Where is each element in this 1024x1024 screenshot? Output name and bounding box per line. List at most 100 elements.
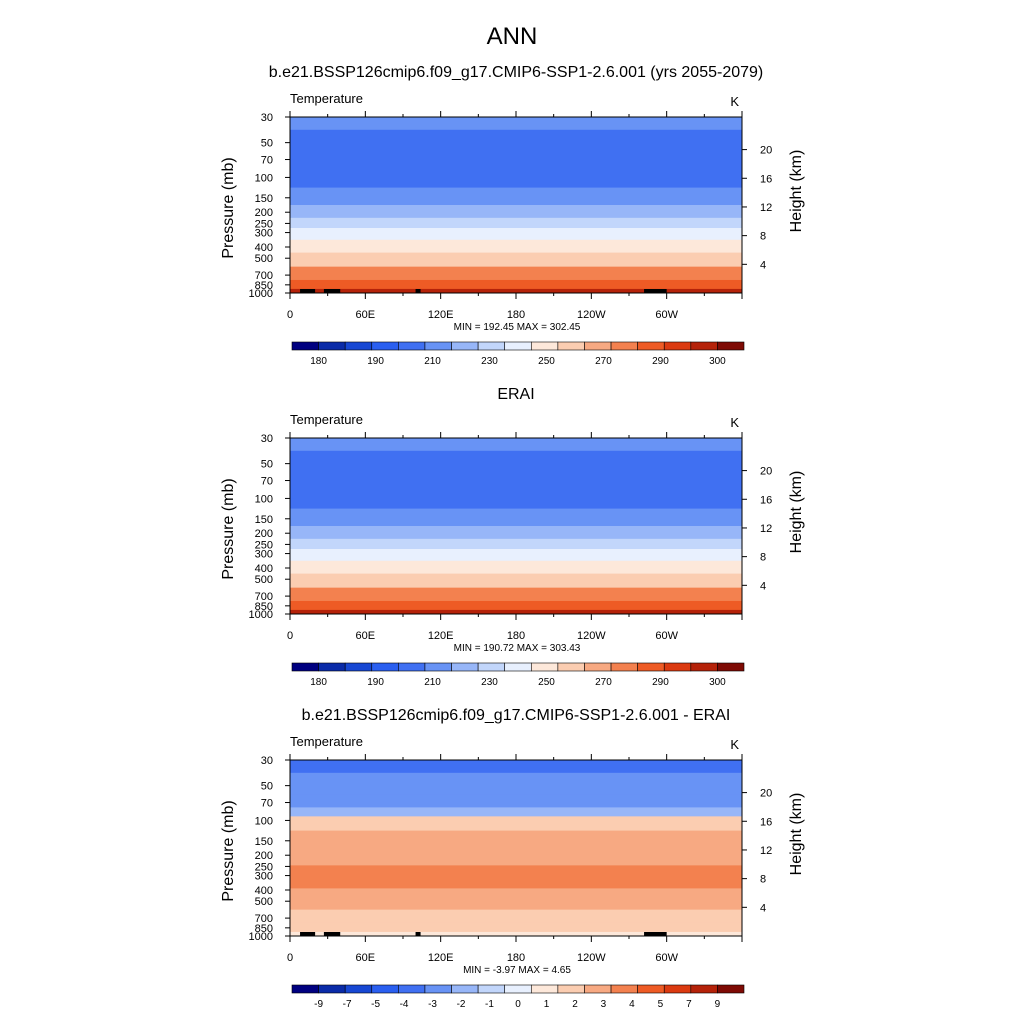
colorbar-label: -2 [457, 999, 466, 1010]
contour-band [290, 288, 742, 294]
colorbar-swatch [477, 984, 506, 994]
y-tick-label: 300 [255, 228, 273, 240]
x-tick-label: 60W [655, 630, 678, 642]
colorbar-swatch [344, 341, 373, 351]
colorbar-label: 3 [601, 999, 607, 1010]
y-tick-label: 1000 [249, 931, 273, 943]
colorbar-swatch [318, 984, 346, 994]
contour-band [290, 117, 742, 131]
colorbar-swatch [637, 984, 665, 994]
y-tick-label: 700 [255, 591, 273, 603]
colorbar-swatch [398, 341, 426, 351]
y-tick-right-label: 12 [760, 523, 772, 535]
colorbar-swatch [717, 984, 745, 994]
colorbar-label: 300 [709, 677, 726, 688]
y-tick-label: 50 [261, 459, 273, 471]
colorbar-swatch [637, 341, 665, 351]
contour-band [290, 600, 742, 611]
x-tick-label: 60E [356, 309, 376, 321]
colorbar-swatch [584, 341, 612, 351]
y-tick-label: 700 [255, 270, 273, 282]
contour-band [290, 489, 742, 510]
colorbar-swatch [424, 341, 452, 351]
contour-band [290, 909, 742, 924]
colorbar-swatch [610, 341, 638, 351]
variable-label: Temperature [290, 734, 363, 749]
y-tick-label: 1000 [249, 288, 273, 300]
x-tick-label: 0 [287, 309, 293, 321]
y-tick-label: 200 [255, 850, 273, 862]
units-label: K [730, 415, 739, 430]
colorbar-swatch [398, 984, 426, 994]
y-tick-label: 70 [261, 476, 273, 488]
contour-band [290, 830, 742, 849]
y-tick-label: 850 [255, 923, 273, 935]
colorbar-swatch [504, 984, 532, 994]
y-tick-label: 100 [255, 815, 273, 827]
contour-band [290, 526, 742, 540]
contour-band [290, 587, 742, 602]
colorbar-label: -4 [400, 999, 409, 1010]
colorbar-swatch [610, 984, 638, 994]
x-tick-label: 180 [507, 952, 525, 964]
colorbar-swatch [610, 662, 638, 672]
colorbar-swatch [344, 984, 373, 994]
chart-title: ERAI [497, 386, 534, 403]
y-tick-label: 500 [255, 574, 273, 586]
topography-mask [415, 289, 421, 293]
stats-label: MIN = 190.72 MAX = 303.43 [454, 643, 581, 654]
x-tick-label: 0 [287, 630, 293, 642]
colorbar-label: 180 [310, 356, 327, 367]
y-tick-right-label: 4 [760, 902, 766, 914]
y-tick-label: 300 [255, 871, 273, 883]
x-tick-label: 120W [577, 630, 606, 642]
colorbar-label: -7 [343, 999, 352, 1010]
colorbar-label: -1 [485, 999, 494, 1010]
colorbar-swatch [477, 341, 506, 351]
y-axis-right-label: Height (km) [788, 150, 805, 233]
colorbar-label: 270 [595, 677, 612, 688]
contour-band [290, 438, 742, 452]
y-axis-label: Pressure (mb) [220, 478, 237, 579]
colorbar-swatch [663, 341, 692, 351]
contour-band [290, 573, 742, 589]
contour-band [290, 807, 742, 817]
colorbar-swatch [344, 662, 373, 672]
colorbar-swatch [477, 662, 506, 672]
colorbar-label: 230 [481, 356, 498, 367]
variable-label: Temperature [290, 91, 363, 106]
colorbar-swatch [371, 341, 399, 351]
y-tick-right-label: 20 [760, 145, 772, 157]
y-tick-label: 30 [261, 755, 273, 767]
y-axis-label: Pressure (mb) [220, 800, 237, 901]
chart-title: b.e21.BSSP126cmip6.f09_g17.CMIP6-SSP1-2.… [302, 707, 731, 724]
colorbar-swatch [371, 662, 399, 672]
contour-band [290, 772, 742, 795]
colorbar-label: 5 [658, 999, 664, 1010]
y-tick-label: 100 [255, 172, 273, 184]
page-title: ANN [487, 23, 538, 50]
topography-mask [644, 932, 667, 936]
topography-mask [300, 289, 316, 293]
contour-band [290, 168, 742, 189]
colorbar-label: -5 [371, 999, 380, 1010]
colorbar-swatch [424, 662, 452, 672]
y-tick-label: 500 [255, 253, 273, 265]
y-tick-right-label: 8 [760, 231, 766, 243]
colorbar-swatch [663, 662, 692, 672]
y-tick-label: 150 [255, 514, 273, 526]
colorbar-label: 190 [367, 677, 384, 688]
y-tick-right-label: 12 [760, 845, 772, 857]
colorbar-label: 290 [652, 677, 669, 688]
contour-band [290, 548, 742, 562]
chart-title: b.e21.BSSP126cmip6.f09_g17.CMIP6-SSP1-2.… [269, 64, 764, 81]
x-tick-label: 120W [577, 309, 606, 321]
colorbar-label: 210 [424, 356, 441, 367]
contour-band [290, 472, 742, 490]
colorbar-swatch [557, 984, 585, 994]
y-tick-right-label: 20 [760, 788, 772, 800]
stats-label: MIN = -3.97 MAX = 4.65 [463, 965, 571, 976]
y-tick-label: 1000 [249, 609, 273, 621]
x-tick-label: 180 [507, 309, 525, 321]
colorbar-label: 230 [481, 677, 498, 688]
